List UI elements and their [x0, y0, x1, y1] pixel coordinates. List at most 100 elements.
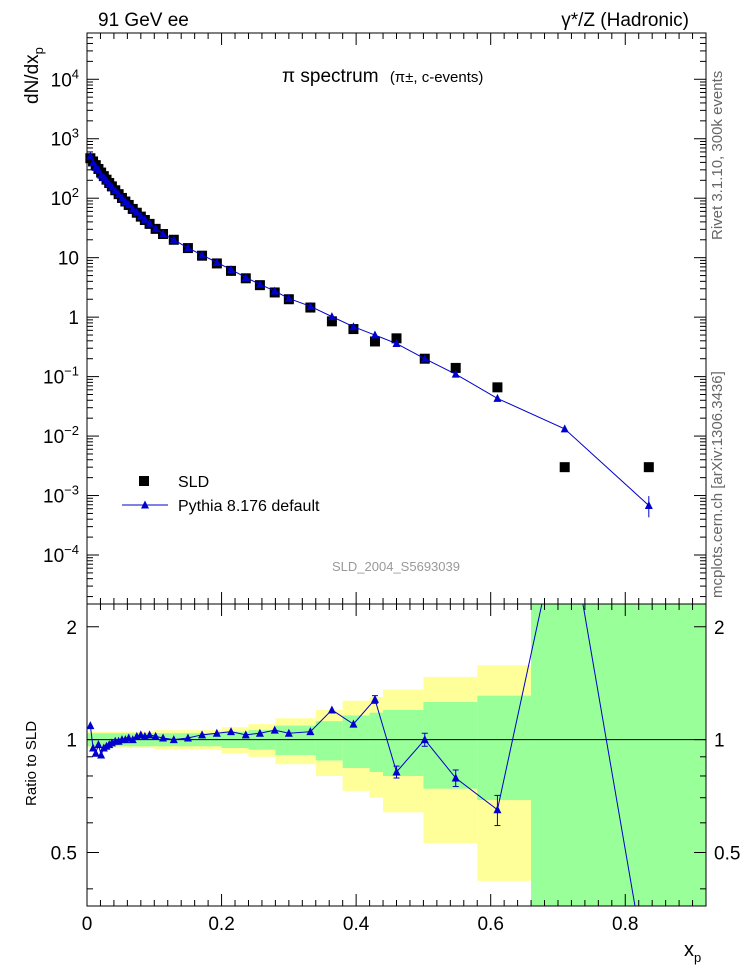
x-tick-label: 0.6	[477, 914, 503, 935]
y-tick-label-base: 10	[51, 130, 72, 151]
mc-point	[370, 330, 379, 339]
x-tick-label: 0	[82, 914, 93, 935]
ratio-point	[94, 740, 103, 749]
mc-point	[89, 158, 98, 167]
ratio-tick-label-left: 0.5	[51, 844, 77, 865]
sld-point	[369, 336, 380, 347]
mc-point	[241, 272, 250, 281]
y-axis-label-sub: p	[31, 47, 46, 54]
y-tick-label-base: 1	[68, 308, 79, 329]
y-tick-label-exp: 2	[72, 185, 79, 200]
mc-point	[136, 211, 145, 220]
ratio-point	[212, 728, 221, 737]
sld-point	[326, 316, 337, 327]
ratio-point	[226, 727, 235, 736]
mc-point	[94, 165, 103, 174]
y-tick-label-base: 10	[43, 368, 64, 389]
ratio-panel-marks	[86, 604, 636, 906]
ratio-point	[89, 743, 98, 752]
mc-point	[145, 218, 154, 227]
y-tick-label-exp: −3	[64, 483, 79, 498]
y-tick-label-exp: 3	[72, 126, 79, 141]
main-frame	[86, 32, 707, 605]
chart-title: π spectrum (π±, c-events)	[282, 66, 483, 87]
y-tick-label-base: 10	[51, 70, 72, 91]
sld-point	[450, 362, 461, 373]
mc-point	[226, 265, 235, 274]
x-tick-label: 0.8	[612, 914, 638, 935]
mc-point	[560, 424, 569, 433]
mc-point	[198, 250, 207, 259]
mc-point	[128, 204, 137, 213]
y-tick-label-exp: −4	[64, 542, 79, 557]
y-tick-label: 102	[51, 185, 79, 210]
y-tick-label-exp: −2	[64, 423, 79, 438]
x-axis-label-sub: p	[694, 950, 701, 965]
ratio-y-label: Ratio to SLD	[23, 721, 40, 806]
ratio-tick-label-left: 2	[66, 618, 77, 639]
ratio-point	[493, 805, 502, 814]
ratio-tick-label-right: 0.5	[714, 844, 740, 865]
mc-point	[132, 207, 141, 216]
band-inner-6	[342, 715, 370, 769]
mc-point	[151, 223, 160, 232]
chart-title-main: π spectrum	[282, 66, 379, 87]
ratio-point	[284, 728, 293, 737]
ratio-point	[420, 735, 429, 744]
ratio-point	[392, 767, 401, 776]
ratio-point	[349, 719, 358, 728]
ratio-tick-label-right: 1	[714, 731, 725, 752]
ratio-point	[151, 731, 160, 740]
header-left: 91 GeV ee	[98, 10, 189, 31]
x-tick-label: 0.4	[343, 914, 370, 935]
x-axis-label-main: x	[684, 939, 694, 961]
y-tick-label-base: 10	[43, 487, 64, 508]
y-tick-label: 10	[58, 249, 79, 270]
mc-point	[140, 214, 149, 223]
mc-point	[420, 354, 429, 363]
y-tick-label: 10−4	[43, 542, 79, 567]
mc-point	[327, 312, 336, 321]
mc-point	[107, 182, 116, 191]
y-tick-label-base: 10	[51, 189, 72, 210]
ratio-point	[97, 750, 106, 759]
rivet-label: Rivet 3.1.10, 300k events	[709, 71, 726, 240]
legend: SLD Pythia 8.176 default	[122, 474, 320, 515]
ratio-point	[145, 730, 154, 739]
band-inner-8	[383, 709, 424, 776]
ratio-point	[241, 730, 250, 739]
band-inner-5	[315, 721, 343, 761]
ratio-bands	[87, 604, 706, 906]
ratio-point	[255, 728, 264, 737]
ratio-point	[306, 727, 315, 736]
y-tick-label-exp: 4	[72, 66, 79, 81]
y-tick-label-base: 10	[43, 546, 64, 567]
ratio-point	[91, 748, 100, 757]
mc-point	[117, 193, 126, 202]
legend-marker-square	[139, 476, 149, 486]
ratio-point	[451, 773, 460, 782]
ratio-point	[327, 705, 336, 714]
header-right: γ*/Z (Hadronic)	[561, 10, 689, 31]
chart-subtitle: (π±, c-events)	[390, 69, 484, 86]
ratio-point	[86, 721, 95, 730]
sld-point	[391, 333, 402, 344]
legend-marker-triangle	[141, 500, 149, 509]
ratio-point	[159, 733, 168, 742]
band-inner-9	[423, 701, 478, 789]
mcplots-label: mcplots.cern.ch [arXiv:1306.3436]	[709, 371, 726, 598]
y-tick-label-base: 10	[43, 427, 64, 448]
band-inner-11	[531, 604, 706, 906]
y-axis-label-main: dN/dx	[22, 54, 43, 104]
mc-point	[159, 229, 168, 238]
legend-label: SLD	[178, 474, 209, 491]
ratio-point	[198, 730, 207, 739]
y-tick-label: 1	[68, 308, 79, 329]
mc-line	[89, 155, 650, 506]
y-tick-label: 103	[51, 126, 79, 151]
ratio-point	[128, 735, 137, 744]
mc-point	[183, 243, 192, 252]
y-axis-label: dN/dxp	[22, 47, 46, 104]
sld-point	[492, 382, 503, 393]
